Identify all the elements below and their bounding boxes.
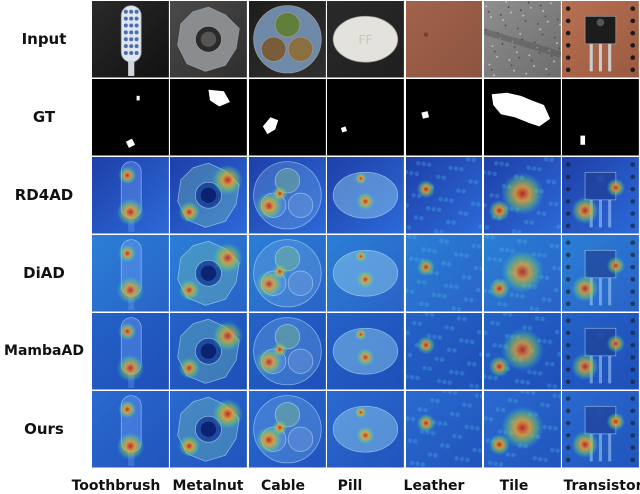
cell-diad-pill <box>326 234 406 313</box>
row-label-gt: GT <box>32 108 56 126</box>
cell-rd4ad-transistor <box>561 156 640 235</box>
row-label-mambaad: MambaAD <box>4 343 84 359</box>
image-diad-cable <box>248 235 326 312</box>
image-gt-tile <box>484 79 561 156</box>
image-rd4ad-pill <box>327 157 405 234</box>
cell-diad-metalnut <box>169 234 249 313</box>
image-rd4ad-metalnut <box>170 157 248 234</box>
image-gt-cable <box>248 79 326 156</box>
cell-diad-leather <box>404 234 484 313</box>
image-ours-pill <box>327 391 405 468</box>
cell-ours-transistor <box>561 390 640 469</box>
cell-input-cable <box>247 0 327 79</box>
image-mambaad-leather <box>405 313 483 390</box>
image-ours-cable <box>248 391 326 468</box>
cell-mambaad-transistor <box>561 312 640 391</box>
cell-gt-metalnut <box>169 78 249 157</box>
cell-gt-toothbrush <box>91 78 170 157</box>
column-label-pill: Pill <box>337 478 363 494</box>
cell-mambaad-metalnut <box>169 312 249 391</box>
image-ours-toothbrush <box>92 391 169 468</box>
image-rd4ad-tile <box>484 157 561 234</box>
image-gt-pill <box>327 79 405 156</box>
cell-mambaad-pill <box>326 312 406 391</box>
image-input-cable <box>248 1 326 78</box>
column-label-toothbrush: Toothbrush <box>71 478 161 494</box>
image-rd4ad-leather <box>405 157 483 234</box>
image-input-pill: FF <box>327 1 405 78</box>
cell-ours-toothbrush <box>91 390 170 469</box>
image-gt-leather <box>405 79 483 156</box>
column-label-transistor: Transistor <box>563 478 640 494</box>
image-diad-toothbrush <box>92 235 169 312</box>
image-diad-tile <box>484 235 561 312</box>
image-mambaad-toothbrush <box>92 313 169 390</box>
cell-gt-tile <box>483 78 562 157</box>
cell-input-pill: FF <box>326 0 406 79</box>
image-diad-leather <box>405 235 483 312</box>
cell-diad-toothbrush <box>91 234 170 313</box>
cell-mambaad-tile <box>483 312 562 391</box>
cell-gt-pill <box>326 78 406 157</box>
column-label-leather: Leather <box>403 478 465 494</box>
cell-ours-cable <box>247 390 327 469</box>
image-input-tile <box>484 1 561 78</box>
image-input-metalnut <box>170 1 248 78</box>
column-label-tile: Tile <box>499 478 529 494</box>
image-gt-transistor <box>562 79 640 156</box>
image-ours-transistor <box>562 391 640 468</box>
cell-ours-leather <box>404 390 484 469</box>
cell-ours-pill <box>326 390 406 469</box>
image-diad-transistor <box>562 235 640 312</box>
image-ours-leather <box>405 391 483 468</box>
image-gt-metalnut <box>170 79 248 156</box>
row-label-input: Input <box>21 30 67 48</box>
row-label-ours: Ours <box>24 420 64 438</box>
image-rd4ad-cable <box>248 157 326 234</box>
column-label-metalnut: Metalnut <box>172 478 244 494</box>
cell-ours-metalnut <box>169 390 249 469</box>
image-diad-pill <box>327 235 405 312</box>
cell-mambaad-leather <box>404 312 484 391</box>
cell-rd4ad-leather <box>404 156 484 235</box>
cell-gt-cable <box>247 78 327 157</box>
image-mambaad-pill <box>327 313 405 390</box>
image-mambaad-cable <box>248 313 326 390</box>
cell-diad-cable <box>247 234 327 313</box>
image-rd4ad-toothbrush <box>92 157 169 234</box>
image-diad-metalnut <box>170 235 248 312</box>
cell-diad-transistor <box>561 234 640 313</box>
cell-input-transistor <box>561 0 640 79</box>
cell-rd4ad-cable <box>247 156 327 235</box>
cell-rd4ad-pill <box>326 156 406 235</box>
column-label-cable: Cable <box>260 478 306 494</box>
svg-text:FF: FF <box>359 33 373 47</box>
cell-input-tile <box>483 0 562 79</box>
cell-diad-tile <box>483 234 562 313</box>
cell-gt-leather <box>404 78 484 157</box>
row-label-diad: DiAD <box>23 264 65 282</box>
image-input-leather <box>405 1 483 78</box>
cell-rd4ad-tile <box>483 156 562 235</box>
row-label-rd4ad: RD4AD <box>14 186 74 204</box>
image-ours-metalnut <box>170 391 248 468</box>
image-mambaad-tile <box>484 313 561 390</box>
image-rd4ad-transistor <box>562 157 640 234</box>
cell-gt-transistor <box>561 78 640 157</box>
image-input-toothbrush <box>92 1 169 78</box>
cell-rd4ad-metalnut <box>169 156 249 235</box>
cell-ours-tile <box>483 390 562 469</box>
image-mambaad-metalnut <box>170 313 248 390</box>
cell-mambaad-toothbrush <box>91 312 170 391</box>
cell-input-leather <box>404 0 484 79</box>
image-gt-toothbrush <box>92 79 169 156</box>
cell-mambaad-cable <box>247 312 327 391</box>
image-ours-tile <box>484 391 561 468</box>
cell-input-toothbrush <box>91 0 170 79</box>
image-input-transistor <box>562 1 640 78</box>
cell-rd4ad-toothbrush <box>91 156 170 235</box>
image-mambaad-transistor <box>562 313 640 390</box>
cell-input-metalnut <box>169 0 249 79</box>
